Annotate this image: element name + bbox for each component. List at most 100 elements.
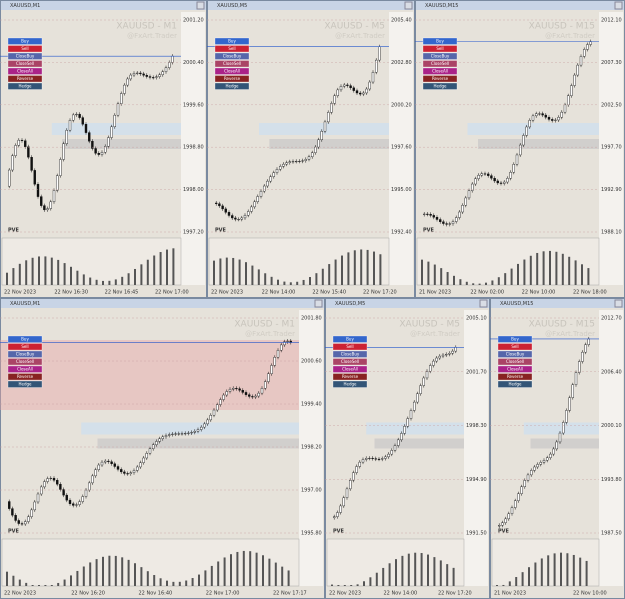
histogram-bar bbox=[360, 249, 363, 285]
price-axis bbox=[181, 12, 205, 285]
panel-button[interactable] bbox=[497, 350, 533, 358]
histogram-bar bbox=[421, 259, 423, 285]
panel-button-label: Reverse bbox=[432, 76, 449, 81]
panel-button[interactable] bbox=[332, 373, 368, 381]
candle bbox=[355, 90, 359, 94]
panel-button[interactable] bbox=[497, 335, 533, 343]
candle bbox=[461, 205, 464, 213]
zone bbox=[269, 139, 389, 149]
candle bbox=[100, 152, 104, 155]
candle bbox=[49, 477, 52, 479]
panel-button[interactable] bbox=[422, 75, 458, 83]
window-title: XAUUSD,M5 bbox=[335, 301, 365, 307]
time-label: 22 Nov 10:00 bbox=[522, 290, 556, 296]
panel-button[interactable] bbox=[214, 37, 250, 45]
panel-button[interactable] bbox=[7, 380, 43, 388]
histogram-bar bbox=[585, 560, 588, 586]
panel-button[interactable] bbox=[7, 365, 43, 373]
panel-button[interactable] bbox=[497, 380, 533, 388]
panel-button[interactable] bbox=[214, 67, 250, 75]
panel-button[interactable] bbox=[497, 373, 533, 381]
panel-button[interactable] bbox=[7, 67, 43, 75]
candle bbox=[400, 433, 403, 441]
candle bbox=[250, 206, 253, 212]
panel-button[interactable] bbox=[332, 358, 368, 366]
time-label: 22 Nov 18:00 bbox=[573, 290, 607, 296]
panel-button[interactable] bbox=[214, 52, 250, 60]
panel-button[interactable] bbox=[332, 335, 368, 343]
panel-button[interactable] bbox=[332, 343, 368, 351]
histogram-bar bbox=[102, 556, 104, 586]
candle bbox=[486, 173, 490, 176]
panel-button[interactable] bbox=[7, 52, 43, 60]
panel-button[interactable] bbox=[214, 82, 250, 90]
panel-button[interactable] bbox=[214, 75, 250, 83]
panel-button-label: CloseBuy bbox=[16, 351, 35, 356]
candle bbox=[403, 426, 406, 434]
candle bbox=[368, 81, 372, 90]
panel-button[interactable] bbox=[422, 82, 458, 90]
candle bbox=[387, 453, 390, 458]
panel-button[interactable] bbox=[497, 343, 533, 351]
candle bbox=[87, 482, 91, 491]
candle bbox=[113, 114, 117, 128]
panel-button[interactable] bbox=[7, 373, 43, 381]
panel-button[interactable] bbox=[214, 45, 250, 53]
panel-button[interactable] bbox=[7, 350, 43, 358]
watermark-handle: @FxArt.Trader bbox=[245, 330, 295, 338]
histogram-bar bbox=[414, 552, 417, 586]
histogram-bar bbox=[433, 557, 436, 586]
panel-button[interactable] bbox=[422, 52, 458, 60]
panel-button[interactable] bbox=[422, 67, 458, 75]
time-label: 22 Nov 2023 bbox=[4, 290, 36, 296]
panel-button[interactable] bbox=[332, 365, 368, 373]
candle bbox=[27, 146, 30, 158]
panel-button[interactable] bbox=[7, 45, 43, 53]
histogram-bar bbox=[529, 255, 532, 285]
panel-button[interactable] bbox=[422, 37, 458, 45]
candle bbox=[432, 360, 435, 366]
candle bbox=[429, 214, 432, 216]
histogram-bar bbox=[446, 564, 449, 586]
candle bbox=[119, 93, 123, 104]
panel-button[interactable] bbox=[7, 358, 43, 366]
candle bbox=[294, 161, 298, 163]
histogram-bar bbox=[497, 277, 500, 285]
histogram-bar bbox=[257, 269, 260, 285]
histogram-bar bbox=[433, 264, 436, 285]
price-label: 1993.80 bbox=[601, 477, 622, 483]
candle bbox=[234, 217, 237, 220]
panel-button[interactable] bbox=[7, 335, 43, 343]
price-label: 1997.00 bbox=[301, 488, 322, 494]
panel-button[interactable] bbox=[422, 60, 458, 68]
panel-button[interactable] bbox=[7, 82, 43, 90]
close-button[interactable] bbox=[614, 1, 623, 10]
candle bbox=[264, 381, 267, 389]
histogram-bar bbox=[82, 274, 85, 285]
panel-button[interactable] bbox=[422, 45, 458, 53]
close-button[interactable] bbox=[479, 299, 488, 308]
close-button[interactable] bbox=[196, 1, 205, 10]
candle bbox=[280, 344, 283, 351]
panel-button[interactable] bbox=[214, 60, 250, 68]
panel-button[interactable] bbox=[7, 60, 43, 68]
window-title: XAUUSD,M15 bbox=[425, 3, 458, 9]
time-label: 21 Nov 2023 bbox=[419, 290, 451, 296]
panel-button[interactable] bbox=[497, 358, 533, 366]
panel-button[interactable] bbox=[7, 75, 43, 83]
histogram-bar bbox=[356, 584, 359, 586]
histogram-bar bbox=[25, 260, 28, 285]
panel-button-label: Sell bbox=[436, 46, 443, 51]
panel-button[interactable] bbox=[7, 37, 43, 45]
close-button[interactable] bbox=[404, 1, 413, 10]
panel-button[interactable] bbox=[332, 380, 368, 388]
close-button[interactable] bbox=[614, 299, 623, 308]
panel-button[interactable] bbox=[7, 343, 43, 351]
candle bbox=[59, 484, 62, 490]
histogram-bar bbox=[18, 579, 21, 586]
close-button[interactable] bbox=[314, 299, 323, 308]
panel-button[interactable] bbox=[332, 350, 368, 358]
panel-button[interactable] bbox=[497, 365, 533, 373]
price-label: 2001.80 bbox=[301, 316, 322, 322]
candle bbox=[103, 146, 107, 153]
